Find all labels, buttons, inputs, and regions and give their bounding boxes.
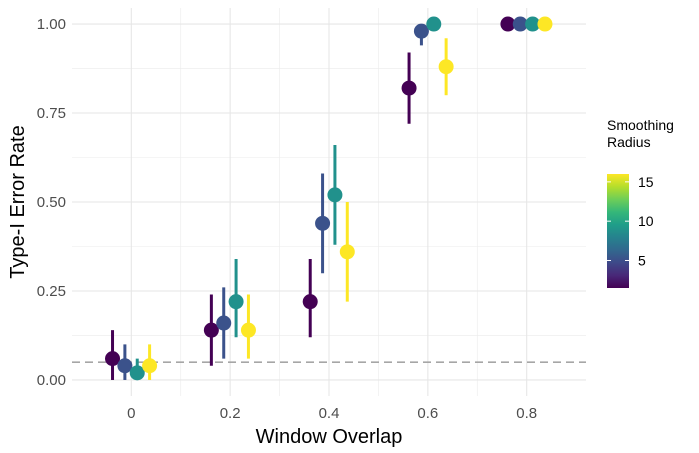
data-point: [228, 294, 244, 310]
colorbar-tick-label: 15: [638, 174, 654, 190]
data-point: [500, 16, 516, 32]
data-point: [401, 80, 417, 96]
data-point: [105, 351, 121, 367]
colorbar-tick-label: 10: [638, 213, 654, 229]
y-tick-label: 0.25: [37, 283, 66, 300]
data-point: [315, 215, 331, 231]
x-tick-label: 0.4: [319, 405, 340, 422]
x-axis-ticks: 0 0.2 0.4 0.6 0.8: [127, 405, 537, 422]
data-point: [426, 16, 442, 32]
legend-title-line-2: Radius: [607, 134, 651, 150]
y-tick-label: 0.00: [37, 372, 66, 389]
data-point: [216, 315, 232, 331]
legend: Smoothing Radius 5 10 15: [607, 117, 674, 288]
y-axis-title: Type-I Error Rate: [7, 125, 29, 278]
data-point: [129, 365, 145, 381]
x-tick-label: 0.2: [220, 405, 241, 422]
data-point: [203, 322, 219, 338]
x-tick-label: 0.8: [516, 405, 537, 422]
grid: [72, 8, 586, 396]
data-series: [105, 16, 553, 381]
data-point: [339, 244, 355, 260]
data-point: [512, 16, 528, 32]
colorbar-tick-label: 5: [638, 252, 646, 268]
data-point: [327, 187, 343, 203]
x-axis-title: Window Overlap: [256, 426, 403, 448]
data-point: [438, 59, 454, 75]
data-point: [302, 294, 318, 310]
data-point: [525, 16, 541, 32]
y-tick-label: 1.00: [37, 16, 66, 33]
data-point: [240, 322, 256, 338]
data-point: [537, 16, 553, 32]
x-tick-label: 0.6: [417, 405, 438, 422]
y-tick-label: 0.50: [37, 194, 66, 211]
y-tick-label: 0.75: [37, 105, 66, 122]
y-axis-ticks: 0.00 0.25 0.50 0.75 1.00: [37, 16, 66, 389]
data-point: [117, 358, 133, 374]
x-tick-label: 0: [127, 405, 135, 422]
data-point: [413, 23, 429, 39]
data-point: [142, 358, 158, 374]
colorbar-ticks: 5 10 15: [607, 174, 654, 268]
colorbar: [607, 174, 629, 288]
legend-title-line-1: Smoothing: [607, 117, 674, 133]
